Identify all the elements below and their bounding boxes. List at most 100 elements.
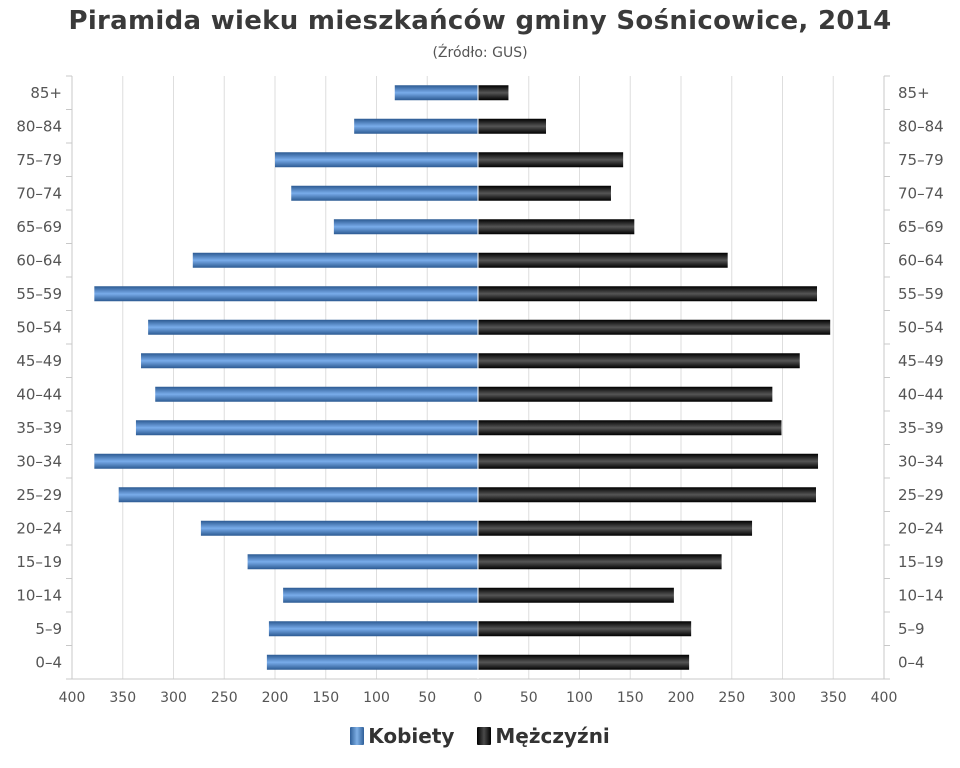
x-tick-label: 200 [262,690,289,706]
y-tick-label-left: 75–79 [16,151,62,169]
y-tick-label-right: 60–64 [898,251,944,269]
y-tick-label-right: 40–44 [898,385,944,403]
y-tick-label-right: 85+ [898,84,930,102]
x-tick-label: 300 [769,690,796,706]
x-tick-label: 50 [418,690,436,706]
bar-kobiety[interactable] [247,554,478,570]
y-tick-label-right: 15–19 [898,553,944,571]
y-tick-label-left: 40–44 [16,385,62,403]
bar-kobiety[interactable] [283,587,478,603]
bar-mezczyzni[interactable] [478,85,509,101]
bar-mezczyzni[interactable] [478,420,782,436]
y-tick-label-left: 60–64 [16,251,62,269]
bar-mezczyzni[interactable] [478,118,547,134]
legend: Kobiety Mężczyźni [0,722,960,748]
bar-kobiety[interactable] [200,520,478,536]
x-tick-label: 350 [109,690,136,706]
x-tick-label: 350 [820,690,847,706]
y-tick-label-left: 35–39 [16,419,62,437]
y-tick-label-right: 75–79 [898,151,944,169]
y-tick-label-right: 80–84 [898,117,944,135]
bar-mezczyzni[interactable] [478,185,611,201]
x-tick-label: 100 [566,690,593,706]
y-tick-label-left: 20–24 [16,519,62,537]
y-tick-label-left: 10–14 [16,586,62,604]
bar-mezczyzni[interactable] [478,252,728,268]
y-tick-label-right: 35–39 [898,419,944,437]
x-tick-label: 400 [871,690,898,706]
y-tick-label-right: 45–49 [898,352,944,370]
bar-mezczyzni[interactable] [478,152,624,168]
bar-mezczyzni[interactable] [478,386,773,402]
bar-mezczyzni[interactable] [478,587,674,603]
y-tick-label-left: 45–49 [16,352,62,370]
bars [94,85,831,670]
x-tick-label: 300 [160,690,187,706]
x-tick-label: 50 [520,690,538,706]
legend-label-mezczyzni: Mężczyźni [495,723,610,748]
bar-kobiety[interactable] [94,453,478,469]
bar-kobiety[interactable] [333,219,478,235]
bar-kobiety[interactable] [266,654,478,670]
legend-item-kobiety[interactable]: Kobiety [350,724,454,748]
bar-kobiety[interactable] [291,185,478,201]
y-tick-label-left: 5–9 [35,620,62,638]
chart-subtitle: (Źródło: GUS) [432,45,528,61]
y-tick-label-right: 5–9 [898,620,925,638]
legend-item-mezczyzni[interactable]: Mężczyźni [477,723,610,748]
x-tick-label: 150 [617,690,644,706]
bar-kobiety[interactable] [394,85,478,101]
y-tick-label-right: 25–29 [898,486,944,504]
bar-kobiety[interactable] [354,118,478,134]
x-tick-label: 250 [211,690,238,706]
bar-kobiety[interactable] [141,353,478,369]
y-tick-label-left: 30–34 [16,452,62,470]
y-tick-label-right: 10–14 [898,586,944,604]
bar-mezczyzni[interactable] [478,286,818,302]
bar-kobiety[interactable] [268,621,478,637]
y-tick-label-right: 65–69 [898,218,944,236]
y-tick-label-left: 85+ [30,84,62,102]
x-tick-label: 400 [59,690,86,706]
bar-mezczyzni[interactable] [478,219,635,235]
bar-kobiety[interactable] [192,252,478,268]
bar-kobiety[interactable] [148,319,478,335]
y-tick-label-left: 70–74 [16,184,62,202]
legend-swatch-kobiety [350,726,365,745]
x-tick-label: 150 [312,690,339,706]
y-tick-label-left: 0–4 [35,653,62,671]
bar-kobiety[interactable] [118,487,478,503]
bar-kobiety[interactable] [275,152,478,168]
bar-mezczyzni[interactable] [478,353,800,369]
bar-kobiety[interactable] [94,286,478,302]
bar-kobiety[interactable] [155,386,479,402]
y-tick-label-left: 25–29 [16,486,62,504]
x-tick-label: 0 [474,690,483,706]
legend-label-kobiety: Kobiety [368,723,455,748]
bar-mezczyzni[interactable] [478,487,816,503]
chart-title: Piramida wieku mieszkańców gminy Sośnico… [68,6,892,36]
bar-mezczyzni[interactable] [478,654,690,670]
y-tick-label-right: 70–74 [898,184,944,202]
x-tick-label: 100 [363,690,390,706]
bar-mezczyzni[interactable] [478,520,753,536]
y-tick-label-left: 80–84 [16,117,62,135]
y-tick-label-left: 15–19 [16,553,62,571]
bar-mezczyzni[interactable] [478,554,722,570]
x-tick-label: 250 [718,690,745,706]
legend-swatch-mezczyzni [477,726,492,745]
y-tick-label-left: 65–69 [16,218,62,236]
bar-kobiety[interactable] [135,420,478,436]
bar-mezczyzni[interactable] [478,319,831,335]
y-tick-label-left: 55–59 [16,285,62,303]
y-tick-label-right: 55–59 [898,285,944,303]
y-tick-label-right: 0–4 [898,653,925,671]
x-tick-label: 200 [668,690,695,706]
y-tick-label-right: 20–24 [898,519,944,537]
y-tick-label-right: 30–34 [898,452,944,470]
y-tick-label-left: 50–54 [16,318,62,336]
bar-mezczyzni[interactable] [478,621,692,637]
bar-mezczyzni[interactable] [478,453,819,469]
